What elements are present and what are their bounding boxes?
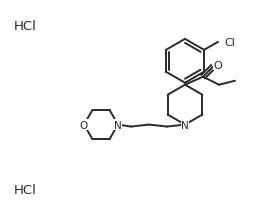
Text: O: O xyxy=(80,120,88,130)
Text: HCl: HCl xyxy=(14,183,37,196)
Text: N: N xyxy=(181,120,189,130)
Text: HCl: HCl xyxy=(14,20,37,33)
Text: O: O xyxy=(214,60,222,70)
Text: N: N xyxy=(114,120,122,130)
Text: Cl: Cl xyxy=(224,38,235,48)
